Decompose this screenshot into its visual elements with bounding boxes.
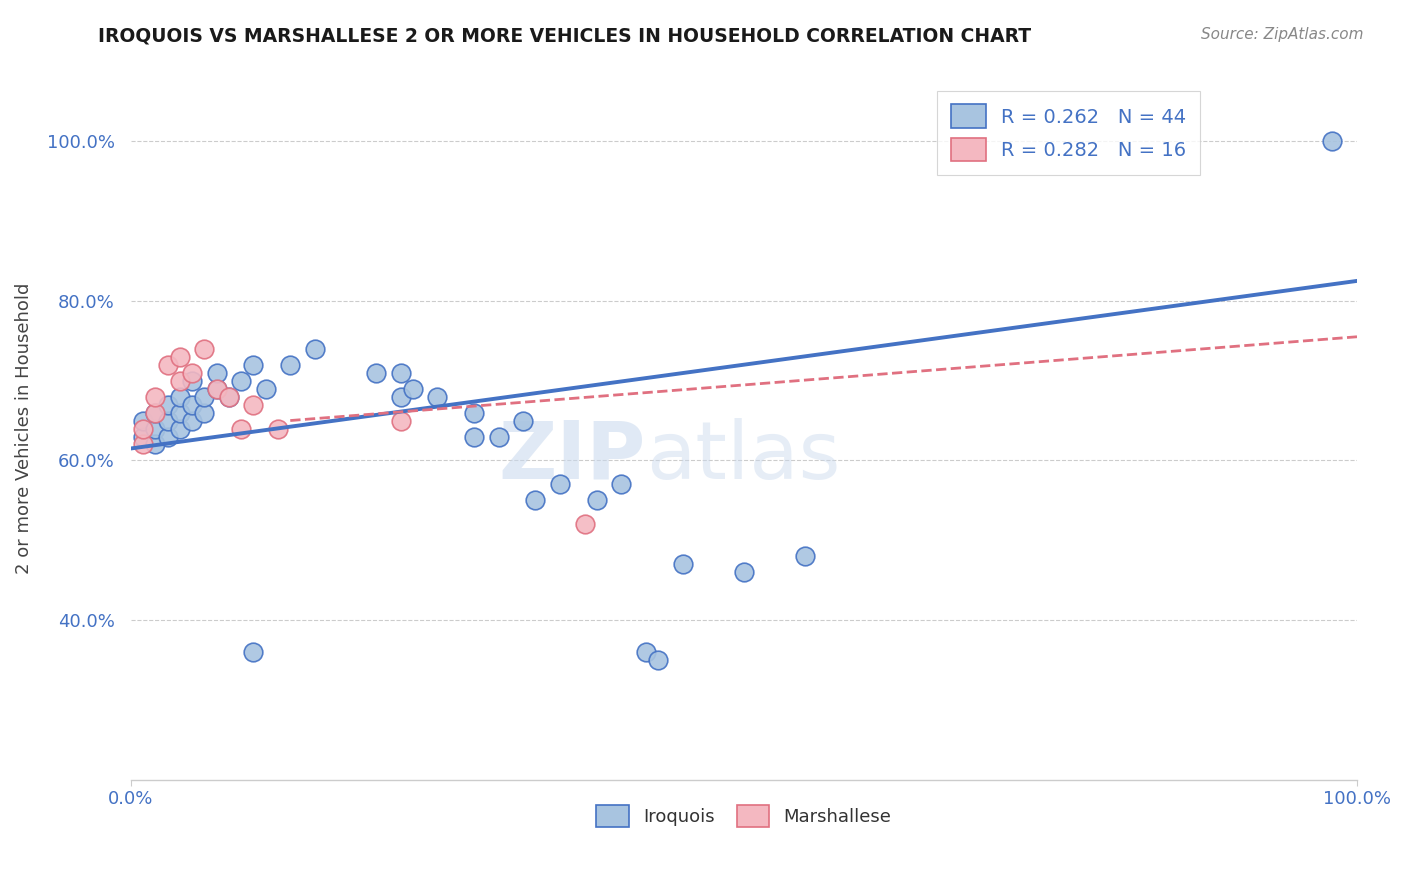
Point: [169, 390, 191, 404]
Point: [548, 477, 571, 491]
Point: [132, 421, 155, 435]
Point: [254, 382, 277, 396]
Point: [426, 390, 449, 404]
Point: [169, 350, 191, 364]
Point: [1322, 134, 1344, 148]
Point: [218, 390, 240, 404]
Y-axis label: 2 or more Vehicles in Household: 2 or more Vehicles in Household: [15, 283, 32, 574]
Point: [205, 382, 228, 396]
Point: [402, 382, 425, 396]
Point: [389, 366, 412, 380]
Point: [267, 421, 290, 435]
Point: [389, 390, 412, 404]
Point: [156, 398, 179, 412]
Point: [733, 565, 755, 579]
Point: [181, 413, 204, 427]
Point: [132, 437, 155, 451]
Point: [145, 437, 167, 451]
Point: [169, 374, 191, 388]
Point: [218, 390, 240, 404]
Point: [794, 549, 817, 564]
Point: [181, 366, 204, 380]
Point: [242, 645, 264, 659]
Point: [574, 517, 596, 532]
Point: [488, 429, 510, 443]
Point: [389, 413, 412, 427]
Point: [145, 406, 167, 420]
Point: [231, 421, 253, 435]
Point: [278, 358, 301, 372]
Point: [585, 493, 607, 508]
Point: [242, 358, 264, 372]
Point: [647, 653, 669, 667]
Point: [304, 342, 326, 356]
Point: [463, 406, 485, 420]
Point: [193, 390, 215, 404]
Point: [463, 429, 485, 443]
Point: [132, 429, 155, 443]
Point: [610, 477, 633, 491]
Point: [193, 406, 215, 420]
Point: [145, 390, 167, 404]
Text: ZIP: ZIP: [499, 417, 645, 496]
Point: [512, 413, 534, 427]
Point: [364, 366, 387, 380]
Point: [205, 382, 228, 396]
Text: Source: ZipAtlas.com: Source: ZipAtlas.com: [1201, 27, 1364, 42]
Point: [145, 421, 167, 435]
Point: [169, 406, 191, 420]
Text: atlas: atlas: [645, 417, 841, 496]
Point: [193, 342, 215, 356]
Point: [169, 421, 191, 435]
Point: [181, 374, 204, 388]
Point: [181, 398, 204, 412]
Point: [156, 413, 179, 427]
Point: [156, 358, 179, 372]
Point: [132, 413, 155, 427]
Point: [231, 374, 253, 388]
Point: [242, 398, 264, 412]
Point: [156, 429, 179, 443]
Point: [634, 645, 657, 659]
Point: [145, 406, 167, 420]
Legend: Iroquois, Marshallese: Iroquois, Marshallese: [589, 797, 898, 834]
Point: [524, 493, 547, 508]
Text: IROQUOIS VS MARSHALLESE 2 OR MORE VEHICLES IN HOUSEHOLD CORRELATION CHART: IROQUOIS VS MARSHALLESE 2 OR MORE VEHICL…: [98, 27, 1032, 45]
Point: [205, 366, 228, 380]
Point: [672, 557, 695, 571]
